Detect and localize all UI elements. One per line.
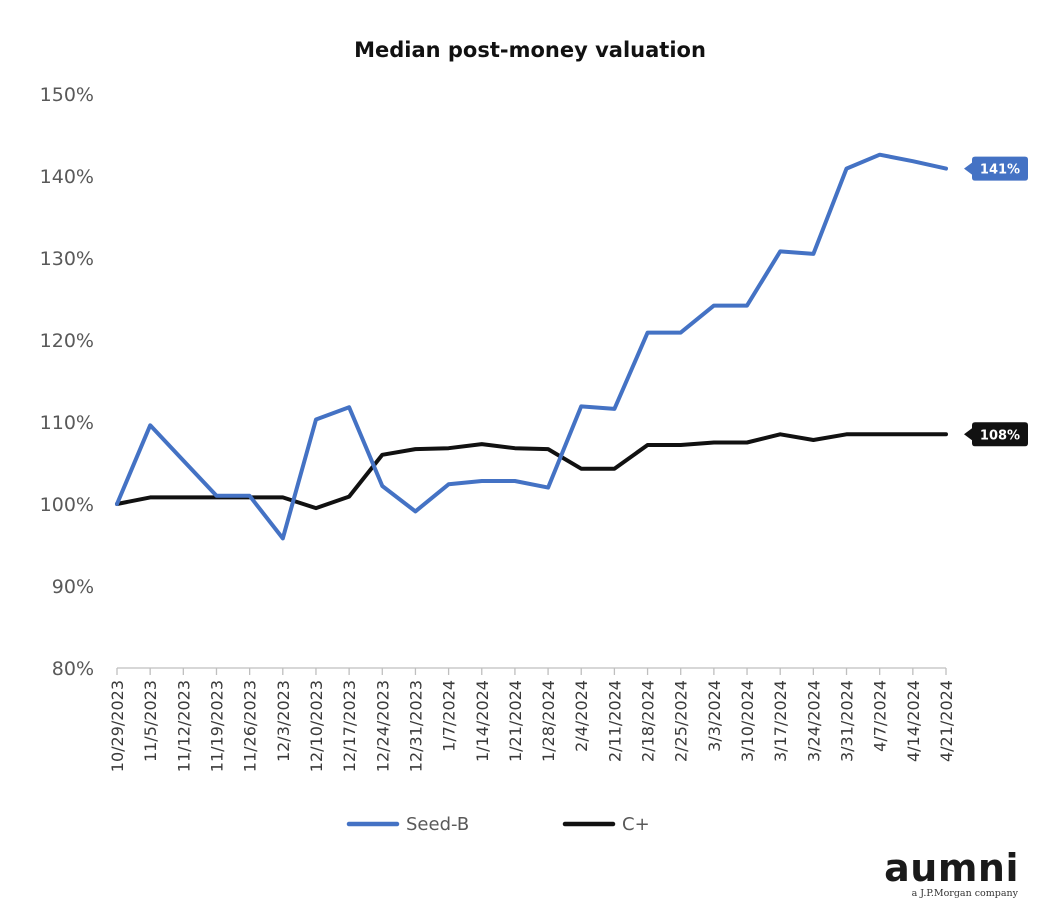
chart-title: Median post-money valuation — [354, 38, 706, 62]
x-tick-label: 11/26/2023 — [241, 680, 260, 772]
x-tick-label: 12/24/2023 — [373, 680, 392, 772]
x-tick-label: 12/17/2023 — [340, 680, 359, 772]
aumni-logo: aumni a J.P.Morgan company — [884, 846, 1019, 899]
y-tick-label: 140% — [40, 166, 94, 188]
end-label-box — [964, 422, 1028, 447]
x-tick-label: 3/17/2024 — [771, 680, 790, 762]
y-tick-label: 120% — [40, 330, 94, 352]
x-tick-label: 1/7/2024 — [440, 680, 459, 752]
x-tick-label: 3/24/2024 — [804, 680, 823, 762]
x-tick-label: 11/12/2023 — [174, 680, 193, 772]
x-tick-label: 10/29/2023 — [108, 680, 127, 772]
x-tick-label: 2/4/2024 — [572, 680, 591, 752]
plot-area — [115, 152, 948, 541]
x-tick-label: 2/11/2024 — [605, 680, 624, 762]
x-tick-label: 4/14/2024 — [904, 680, 923, 762]
x-tick-label: 1/14/2024 — [473, 680, 492, 762]
x-tick-label: 1/21/2024 — [506, 680, 525, 762]
legend-item-c-: C+ — [562, 814, 650, 835]
end-labels: 141% 108% — [964, 156, 1028, 447]
x-tick-label: 11/5/2023 — [141, 680, 160, 762]
x-tick-label: 12/31/2023 — [406, 680, 425, 772]
end-label-box — [964, 156, 1028, 181]
y-tick-label: 110% — [40, 412, 94, 434]
x-tick-label: 12/3/2023 — [274, 680, 293, 762]
legend-label: Seed-B — [406, 814, 469, 835]
y-tick-label: 90% — [52, 576, 94, 598]
brand-tagline: a J.P.Morgan company — [912, 888, 1019, 899]
x-tick-label: 11/19/2023 — [207, 680, 226, 772]
series-line-c- — [115, 432, 948, 511]
x-tick-label: 3/10/2024 — [738, 680, 757, 762]
x-tick-label: 4/21/2024 — [937, 680, 956, 762]
brand-logo-text: aumni — [884, 846, 1019, 890]
x-tick-label: 3/31/2024 — [838, 680, 857, 762]
end-label-seed-b: 141% — [964, 156, 1028, 181]
end-label-text: 108% — [980, 428, 1020, 443]
y-tick-label: 150% — [40, 84, 94, 106]
y-tick-label: 100% — [40, 494, 94, 516]
x-tick-label: 2/25/2024 — [672, 680, 691, 762]
x-tick-label: 12/10/2023 — [307, 680, 326, 772]
y-tick-label: 80% — [52, 658, 94, 680]
y-axis: 80% 90% 100% 110% 120% 130% 140% 150% — [40, 84, 94, 680]
y-tick-label: 130% — [40, 248, 94, 270]
x-tick-label: 1/28/2024 — [539, 680, 558, 762]
x-axis: 10/29/2023 11/5/2023 11/12/2023 11/19/2023 1… — [108, 668, 956, 772]
series-line-seed-b — [115, 152, 948, 541]
legend: Seed-B C+ — [346, 814, 650, 835]
legend-label: C+ — [622, 814, 650, 835]
end-label-text: 141% — [980, 163, 1020, 178]
x-tick-label: 3/3/2024 — [705, 680, 724, 752]
x-tick-label: 2/18/2024 — [639, 680, 658, 762]
end-label-c-: 108% — [964, 422, 1028, 447]
legend-item-seed-b: Seed-B — [346, 814, 469, 835]
x-tick-label: 4/7/2024 — [871, 680, 890, 752]
